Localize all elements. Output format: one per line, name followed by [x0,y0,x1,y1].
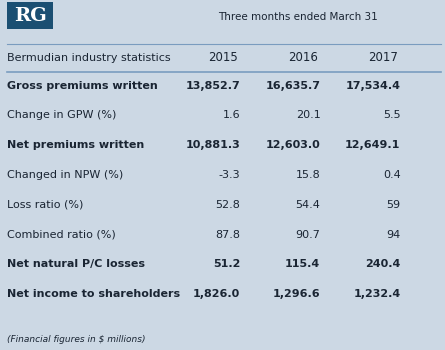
Text: Loss ratio (%): Loss ratio (%) [7,200,83,210]
Text: Net income to shareholders: Net income to shareholders [7,289,180,299]
FancyBboxPatch shape [7,2,53,29]
Text: 59: 59 [386,200,400,210]
Text: 2016: 2016 [288,51,318,64]
Text: 1,826.0: 1,826.0 [193,289,240,299]
Text: 20.1: 20.1 [295,111,320,120]
Text: 240.4: 240.4 [365,259,400,269]
Text: Gross premiums written: Gross premiums written [7,81,158,91]
Text: 2015: 2015 [208,51,238,64]
Text: 54.4: 54.4 [295,200,320,210]
Text: Bermudian industry statistics: Bermudian industry statistics [7,53,170,63]
Text: Changed in NPW (%): Changed in NPW (%) [7,170,123,180]
Text: 16,635.7: 16,635.7 [265,81,320,91]
Text: 13,852.7: 13,852.7 [186,81,240,91]
Text: Three months ended March 31: Three months ended March 31 [218,13,378,22]
Text: 15.8: 15.8 [295,170,320,180]
Text: 5.5: 5.5 [383,111,400,120]
Text: 115.4: 115.4 [285,259,320,269]
Text: 12,649.1: 12,649.1 [345,140,400,150]
Text: Net natural P/C losses: Net natural P/C losses [7,259,145,269]
Text: Combined ratio (%): Combined ratio (%) [7,230,115,239]
Text: 90.7: 90.7 [295,230,320,239]
Text: 1.6: 1.6 [222,111,240,120]
Text: 1,232.4: 1,232.4 [353,289,401,299]
Text: 0.4: 0.4 [383,170,400,180]
Text: (Financial figures in $ millions): (Financial figures in $ millions) [7,335,145,344]
Text: 17,534.4: 17,534.4 [345,81,400,91]
Text: 1,296.6: 1,296.6 [273,289,320,299]
Text: Change in GPW (%): Change in GPW (%) [7,111,116,120]
Text: -3.3: -3.3 [218,170,240,180]
Text: Net premiums written: Net premiums written [7,140,144,150]
Text: 51.2: 51.2 [213,259,240,269]
Text: 12,603.0: 12,603.0 [266,140,320,150]
Text: 87.8: 87.8 [215,230,240,239]
Text: 52.8: 52.8 [215,200,240,210]
Text: 10,881.3: 10,881.3 [186,140,240,150]
Text: 94: 94 [386,230,400,239]
Text: 2017: 2017 [368,51,398,64]
Text: RG: RG [14,7,46,24]
